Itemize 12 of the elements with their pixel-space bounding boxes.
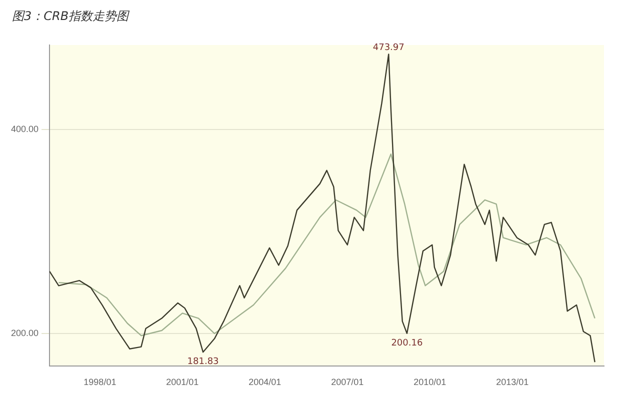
x-tick-label: 2007/01 bbox=[331, 377, 364, 388]
x-tick-label: 2001/01 bbox=[166, 377, 199, 388]
x-tick-label: 1998/01 bbox=[84, 377, 116, 388]
chart-title: 图3：CRB指数走势图 bbox=[12, 8, 130, 25]
y-tick-label: 200.00 bbox=[10, 328, 39, 338]
y-tick-label: 400.00 bbox=[10, 124, 39, 134]
annotation: 181.83 bbox=[187, 357, 219, 368]
x-tick-label: 2004/01 bbox=[248, 377, 282, 388]
x-tick-label: 2013/01 bbox=[496, 377, 529, 388]
annotation: 200.16 bbox=[391, 338, 423, 348]
annotation: 473.97 bbox=[372, 43, 404, 54]
x-tick-label: 2010/01 bbox=[414, 377, 446, 388]
